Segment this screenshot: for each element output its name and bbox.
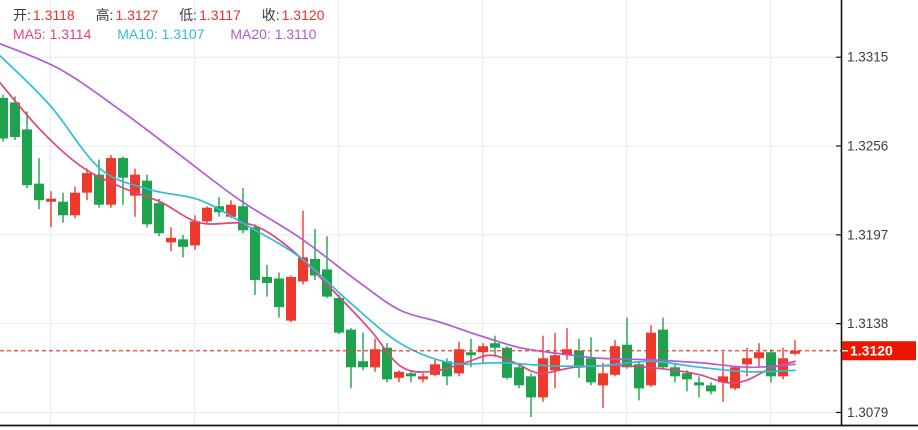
candle-body — [454, 349, 464, 374]
candles-layer — [0, 94, 800, 417]
ohlc-close-value: 1.3120 — [281, 7, 325, 23]
candle-body — [406, 373, 416, 377]
ohlc-open: 开: 1.3118 — [13, 5, 75, 25]
ohlc-open-value: 1.3118 — [32, 7, 75, 23]
candle-body — [658, 329, 668, 368]
candle-body — [694, 382, 704, 386]
candle-body — [118, 158, 128, 178]
candle-body — [202, 207, 212, 222]
candle-body — [370, 349, 380, 368]
candle-body — [562, 349, 572, 356]
candle-body — [94, 174, 104, 205]
candle-body — [682, 373, 692, 380]
candle-body — [622, 344, 632, 368]
ma10-line — [0, 54, 796, 373]
candle-body — [430, 364, 440, 375]
candle-body — [334, 298, 344, 333]
y-axis-label: 1.3079 — [847, 405, 888, 420]
candle-body — [274, 278, 284, 308]
ma-legend-row: MA5: 1.3114 MA10: 1.3107 MA20: 1.3110 — [13, 26, 338, 42]
candle-body — [286, 276, 296, 321]
candle-body — [790, 350, 800, 354]
candle-body — [670, 367, 680, 377]
ma5-value: 1.3114 — [49, 26, 92, 42]
ma10-legend: MA10: 1.3107 — [117, 26, 204, 42]
candle-body — [106, 158, 116, 205]
candle-body — [730, 367, 740, 389]
ohlc-row: 开: 1.3118 高: 1.3127 低: 1.3117 收: 1.3120 — [13, 5, 341, 25]
candle-body — [322, 269, 332, 297]
candle-body — [514, 367, 524, 386]
candle-body — [778, 358, 788, 377]
ma10-value: 1.3107 — [161, 26, 205, 42]
ohlc-low-value: 1.3117 — [199, 7, 241, 23]
candle-body — [358, 361, 368, 368]
candle-body — [574, 350, 584, 368]
candle-body — [490, 343, 500, 348]
ohlc-high-label: 高: — [95, 7, 114, 23]
candle-body — [58, 201, 68, 216]
candle-body — [298, 257, 308, 282]
candle-body — [634, 364, 644, 389]
ohlc-close-label: 收: — [261, 7, 280, 23]
candle-body — [10, 102, 20, 137]
ma5-label: MA5: — [13, 26, 46, 42]
y-axis-label: 1.3256 — [847, 139, 888, 154]
candle-body — [22, 129, 32, 186]
candle-body — [766, 352, 776, 377]
candle-body — [46, 198, 56, 202]
y-axis-label: 1.3197 — [847, 227, 888, 242]
ma20-legend: MA20: 1.3110 — [230, 26, 316, 42]
candle-body — [610, 346, 620, 375]
candle-body — [310, 258, 320, 276]
candle-body — [718, 376, 728, 383]
candle-body — [70, 192, 80, 216]
candle-body — [190, 221, 200, 246]
candle-body — [346, 329, 356, 368]
candle-body — [394, 371, 404, 378]
candle-body — [526, 376, 536, 398]
ohlc-high: 高: 1.3127 — [96, 5, 159, 25]
ma20-value: 1.3110 — [274, 26, 317, 42]
candle-body — [598, 373, 608, 386]
candle-body — [538, 358, 548, 398]
candle-body — [166, 237, 176, 243]
candle-body — [226, 204, 236, 217]
candle-body — [586, 358, 596, 383]
candle-body — [142, 180, 152, 225]
ma5-legend: MA5: 1.3114 — [13, 26, 91, 42]
candle-body — [418, 376, 428, 380]
ohlc-high-value: 1.3127 — [115, 7, 159, 23]
candle-body — [238, 206, 248, 231]
y-axis-label: 1.3138 — [847, 316, 888, 331]
candle-body — [178, 239, 188, 247]
candle-body — [478, 346, 488, 353]
candle-body — [34, 183, 44, 201]
candle-body — [550, 355, 560, 371]
ohlc-low: 低: 1.3117 — [179, 5, 241, 25]
ohlc-close: 收: 1.3120 — [262, 5, 325, 25]
candle-body — [262, 276, 272, 283]
candle-body — [0, 97, 8, 139]
candle-body — [154, 203, 164, 234]
candle-body — [82, 173, 92, 193]
candle-body — [250, 227, 260, 280]
y-axis-label: 1.3315 — [847, 50, 888, 65]
candle-body — [706, 385, 716, 392]
ma20-label: MA20: — [230, 26, 271, 42]
current-price-box — [842, 341, 916, 361]
ohlc-open-label: 开: — [13, 7, 31, 23]
candle-body — [742, 358, 752, 365]
ma20-line — [0, 42, 796, 369]
current-price-label: 1.3120 — [850, 343, 893, 359]
candle-body — [382, 347, 392, 380]
candle-body — [754, 352, 764, 359]
ohlc-low-label: 低: — [179, 7, 198, 23]
candle-body — [466, 352, 476, 356]
ma5-line — [0, 81, 796, 384]
ma10-label: MA10: — [117, 26, 158, 42]
